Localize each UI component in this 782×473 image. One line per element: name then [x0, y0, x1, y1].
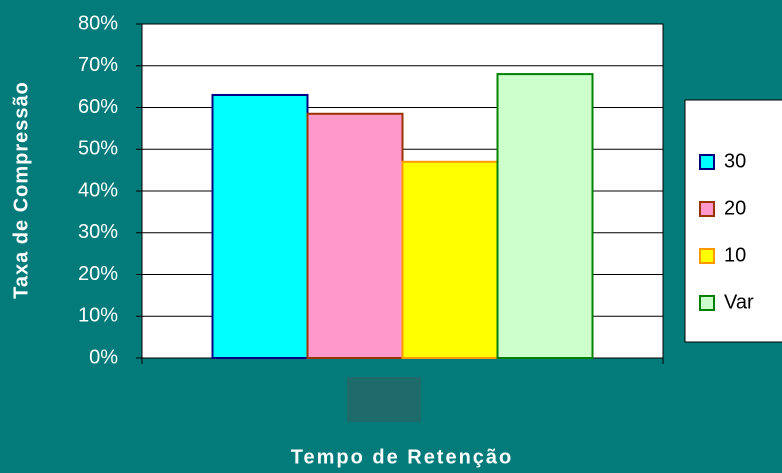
legend-label: Var: [724, 291, 754, 313]
legend-swatch: [699, 295, 715, 311]
y-tick-label: 10%: [78, 305, 118, 327]
y-tick-label: 60%: [78, 96, 118, 118]
y-tick-label: 70%: [78, 54, 118, 76]
bar: [401, 160, 499, 359]
legend-swatch: [699, 248, 715, 264]
y-tick-label: 20%: [78, 263, 118, 285]
bar: [496, 73, 594, 359]
y-tick-label: 50%: [78, 138, 118, 160]
y-tick-label: 30%: [78, 221, 118, 243]
legend-label: 10: [724, 244, 746, 266]
legend-label: 30: [724, 150, 746, 172]
legend-swatch: [699, 201, 715, 217]
y-tick-label: 0%: [89, 346, 118, 368]
y-axis-title: Taxa de Compressão: [10, 81, 32, 299]
legend-swatch: [699, 154, 715, 170]
bar: [306, 112, 404, 359]
bar: [211, 93, 309, 359]
y-tick-label: 80%: [78, 12, 118, 34]
legend-label: 20: [724, 197, 746, 219]
y-tick-label: 40%: [78, 179, 118, 201]
x-axis-title: Tempo de Retenção: [291, 446, 514, 468]
category-label-box: [347, 377, 421, 422]
